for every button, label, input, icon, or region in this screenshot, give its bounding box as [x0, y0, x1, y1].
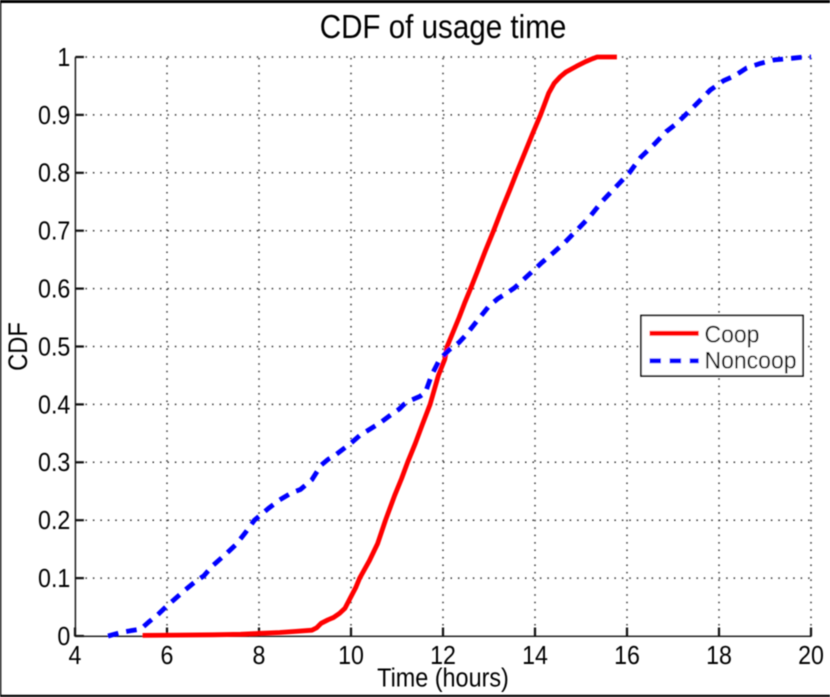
svg-text:12: 12 [430, 642, 456, 670]
svg-text:0.3: 0.3 [38, 449, 70, 477]
svg-text:4: 4 [69, 642, 82, 670]
svg-text:20: 20 [798, 642, 824, 670]
svg-text:CDF: CDF [4, 322, 34, 371]
svg-text:0.4: 0.4 [38, 391, 70, 419]
svg-text:Coop: Coop [705, 321, 760, 348]
svg-text:8: 8 [253, 642, 266, 670]
svg-text:0.5: 0.5 [38, 333, 70, 361]
svg-text:0.8: 0.8 [38, 160, 70, 188]
svg-text:6: 6 [161, 642, 174, 670]
svg-text:0.9: 0.9 [38, 102, 70, 130]
svg-text:0.1: 0.1 [38, 565, 70, 593]
svg-text:0.2: 0.2 [38, 507, 70, 535]
svg-text:0.7: 0.7 [38, 218, 70, 246]
svg-text:0: 0 [57, 623, 70, 651]
svg-text:0.6: 0.6 [38, 275, 70, 303]
svg-text:18: 18 [706, 642, 732, 670]
svg-text:16: 16 [614, 642, 640, 670]
svg-text:CDF of usage time: CDF of usage time [320, 8, 567, 45]
svg-text:Noncoop: Noncoop [705, 347, 797, 374]
svg-text:Time (hours): Time (hours) [377, 665, 509, 693]
svg-text:1: 1 [57, 44, 70, 72]
svg-text:10: 10 [338, 642, 364, 670]
svg-text:14: 14 [522, 642, 548, 670]
